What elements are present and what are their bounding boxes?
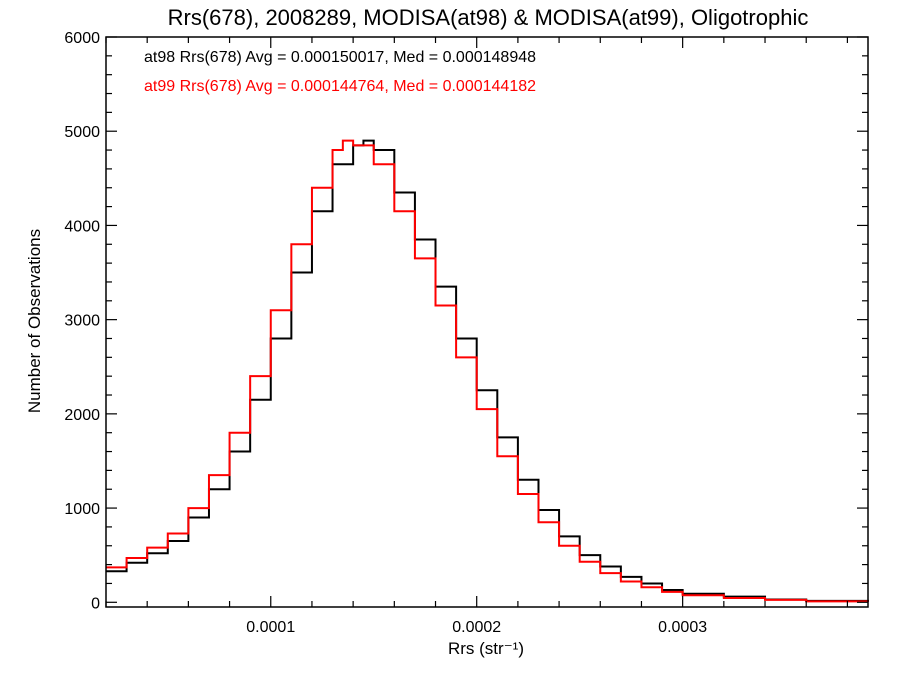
series-line-at98 xyxy=(106,139,869,602)
y-tick-label: 2000 xyxy=(64,407,100,424)
x-axis-label: Rrs (str⁻¹) xyxy=(448,639,524,658)
x-tick-label: 0.0003 xyxy=(658,619,707,636)
legend-entry-at98: at98 Rrs(678) Avg = 0.000150017, Med = 0… xyxy=(144,49,536,66)
series-line-at99 xyxy=(106,139,869,603)
y-tick-label: 6000 xyxy=(64,30,100,47)
y-tick-label: 5000 xyxy=(64,124,100,141)
legend-entry-at99: at99 Rrs(678) Avg = 0.000144764, Med = 0… xyxy=(144,78,536,95)
x-tick-label: 0.0002 xyxy=(452,619,501,636)
y-tick-label: 3000 xyxy=(64,313,100,330)
y-tick-label: 1000 xyxy=(64,501,100,518)
x-tick-label: 0.0001 xyxy=(246,619,295,636)
plot-frame xyxy=(105,36,869,608)
y-tick-label: 0 xyxy=(91,595,100,612)
chart-title: Rrs(678), 2008289, MODISA(at98) & MODISA… xyxy=(168,5,809,30)
ticks-layer: 0 1000 2000 3000 4000 5000 6000 0.0001 0.0002 0.0… xyxy=(64,30,868,636)
y-tick-label: 4000 xyxy=(64,218,100,235)
series-layer xyxy=(106,139,869,603)
y-axis-label: Number of Observations xyxy=(25,229,44,413)
